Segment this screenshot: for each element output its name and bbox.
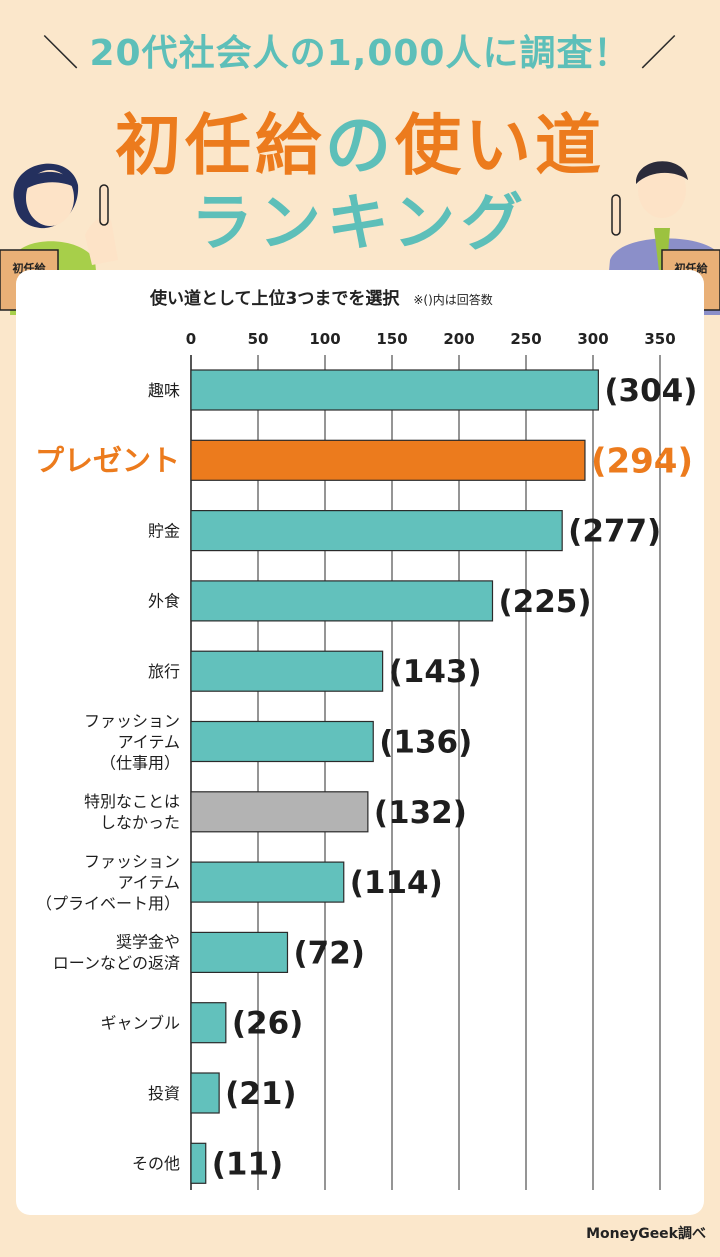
category-label: ファッション — [84, 852, 180, 871]
category-label: アイテム — [118, 873, 180, 892]
bar — [190, 439, 586, 481]
bar — [190, 369, 599, 411]
chart-caption: 使い道として上位3つまでを選択 ※()内は回答数 — [150, 284, 493, 309]
bar — [190, 1072, 220, 1114]
category-label: 奨学金や — [116, 933, 180, 952]
data-label: (21) — [225, 1076, 296, 1112]
subtitle: ＼ 20代社会人の1,000人に調査！／ — [0, 24, 720, 76]
bar — [190, 931, 289, 974]
category-label: 特別なことは — [84, 792, 180, 811]
category-label: 投資 — [148, 1084, 180, 1103]
bar — [190, 791, 369, 833]
category-label: 旅行 — [148, 662, 180, 681]
header: ＼ 20代社会人の1,000人に調査！／ 初任給の使い道 ランキング — [0, 0, 720, 330]
category-label: その他 — [132, 1154, 180, 1173]
category-label: 趣味 — [148, 381, 180, 400]
data-label: (294) — [591, 441, 693, 481]
category-label: 貯金 — [148, 521, 180, 540]
category-label: ギャンブル — [100, 1013, 180, 1032]
bar — [190, 510, 563, 552]
x-tick-label: 200 — [443, 330, 474, 348]
slash-left-icon: ＼ — [42, 33, 80, 74]
bar — [190, 720, 374, 763]
main-title: 初任給の使い道 — [0, 92, 720, 188]
bar — [190, 580, 494, 622]
category-label: （プライベート用） — [36, 894, 180, 913]
title-main: 初任給 — [115, 107, 325, 184]
title-ranking: ランキング — [190, 186, 530, 259]
x-tick-label: 250 — [510, 330, 541, 348]
category-label: （仕事用） — [100, 753, 180, 772]
data-label: (11) — [212, 1146, 283, 1182]
bar — [190, 1142, 207, 1184]
chart-note: ※()内は回答数 — [413, 293, 493, 307]
source-footer: MoneyGeek調べ — [586, 1226, 706, 1242]
bar — [190, 1002, 227, 1044]
chart-caption-text: 使い道として上位3つまでを選択 — [150, 289, 400, 309]
data-label: (26) — [232, 1006, 303, 1042]
slash-right-icon: ／ — [640, 33, 678, 74]
x-tick-label: 100 — [309, 330, 340, 348]
subtitle-text: 20代社会人の1,000人に調査！ — [89, 33, 631, 74]
title-rest: 使い道 — [395, 107, 605, 184]
category-label: しなかった — [100, 813, 180, 832]
data-label: (304) — [604, 373, 697, 409]
x-tick-label: 350 — [644, 330, 675, 348]
bar — [190, 650, 384, 692]
data-label: (277) — [568, 514, 661, 550]
data-label: (136) — [379, 725, 472, 761]
data-label: (114) — [350, 865, 443, 901]
category-label: アイテム — [118, 732, 180, 751]
title-no: の — [325, 107, 395, 184]
data-label: (143) — [389, 654, 482, 690]
x-tick-label: 50 — [248, 330, 269, 348]
category-label: 外食 — [148, 592, 180, 611]
data-label: (72) — [293, 935, 364, 971]
x-tick-label: 0 — [186, 330, 196, 348]
category-label: プレゼント — [35, 444, 180, 478]
category-label: ローンなどの返済 — [53, 954, 180, 973]
x-tick-label: 150 — [376, 330, 407, 348]
data-label: (132) — [374, 795, 467, 831]
category-label: ファッション — [84, 711, 180, 730]
x-tick-label: 300 — [577, 330, 608, 348]
bar — [190, 861, 345, 903]
data-label: (225) — [499, 584, 592, 620]
